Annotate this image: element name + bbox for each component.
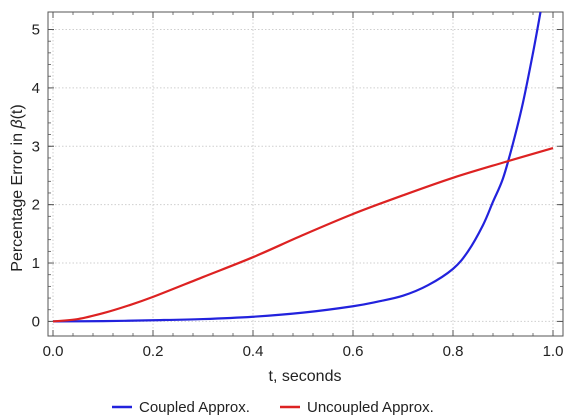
legend-label-uncoupled: Uncoupled Approx. xyxy=(307,399,434,416)
y-tick-label: 0 xyxy=(32,313,40,330)
y-tick-label: 3 xyxy=(32,138,40,155)
y-axis-label-suffix: (t) xyxy=(9,104,26,119)
legend: Coupled Approx. Uncoupled Approx. xyxy=(112,399,434,416)
plot-frame xyxy=(47,11,564,337)
y-tick-label: 1 xyxy=(32,255,40,272)
x-axis-label: t, seconds xyxy=(269,368,342,385)
x-tick-labels: 0.0 0.2 0.4 0.6 0.8 1.0 xyxy=(43,343,564,360)
grid xyxy=(48,12,563,336)
y-axis-label: Percentage Error in β(t) xyxy=(9,104,26,271)
y-tick-label: 5 xyxy=(32,22,40,39)
x-tick-label: 1.0 xyxy=(543,343,564,360)
y-tick-label: 4 xyxy=(32,80,40,97)
y-tick-labels: 0 1 2 3 4 5 xyxy=(32,22,40,331)
ticks xyxy=(48,12,563,336)
legend-label-coupled: Coupled Approx. xyxy=(139,399,250,416)
y-axis-label-prefix: Percentage Error in xyxy=(9,129,26,272)
x-tick-label: 0.6 xyxy=(343,343,364,360)
uncoupled-series-line xyxy=(52,146,554,323)
x-tick-label: 0.8 xyxy=(443,343,464,360)
series-lines xyxy=(52,12,554,323)
coupled-series-line xyxy=(52,12,542,323)
y-axis-label-symbol: β xyxy=(9,119,26,129)
x-tick-label: 0.2 xyxy=(143,343,164,360)
y-tick-label: 2 xyxy=(32,197,40,214)
x-tick-label: 0.0 xyxy=(43,343,64,360)
x-tick-label: 0.4 xyxy=(243,343,264,360)
